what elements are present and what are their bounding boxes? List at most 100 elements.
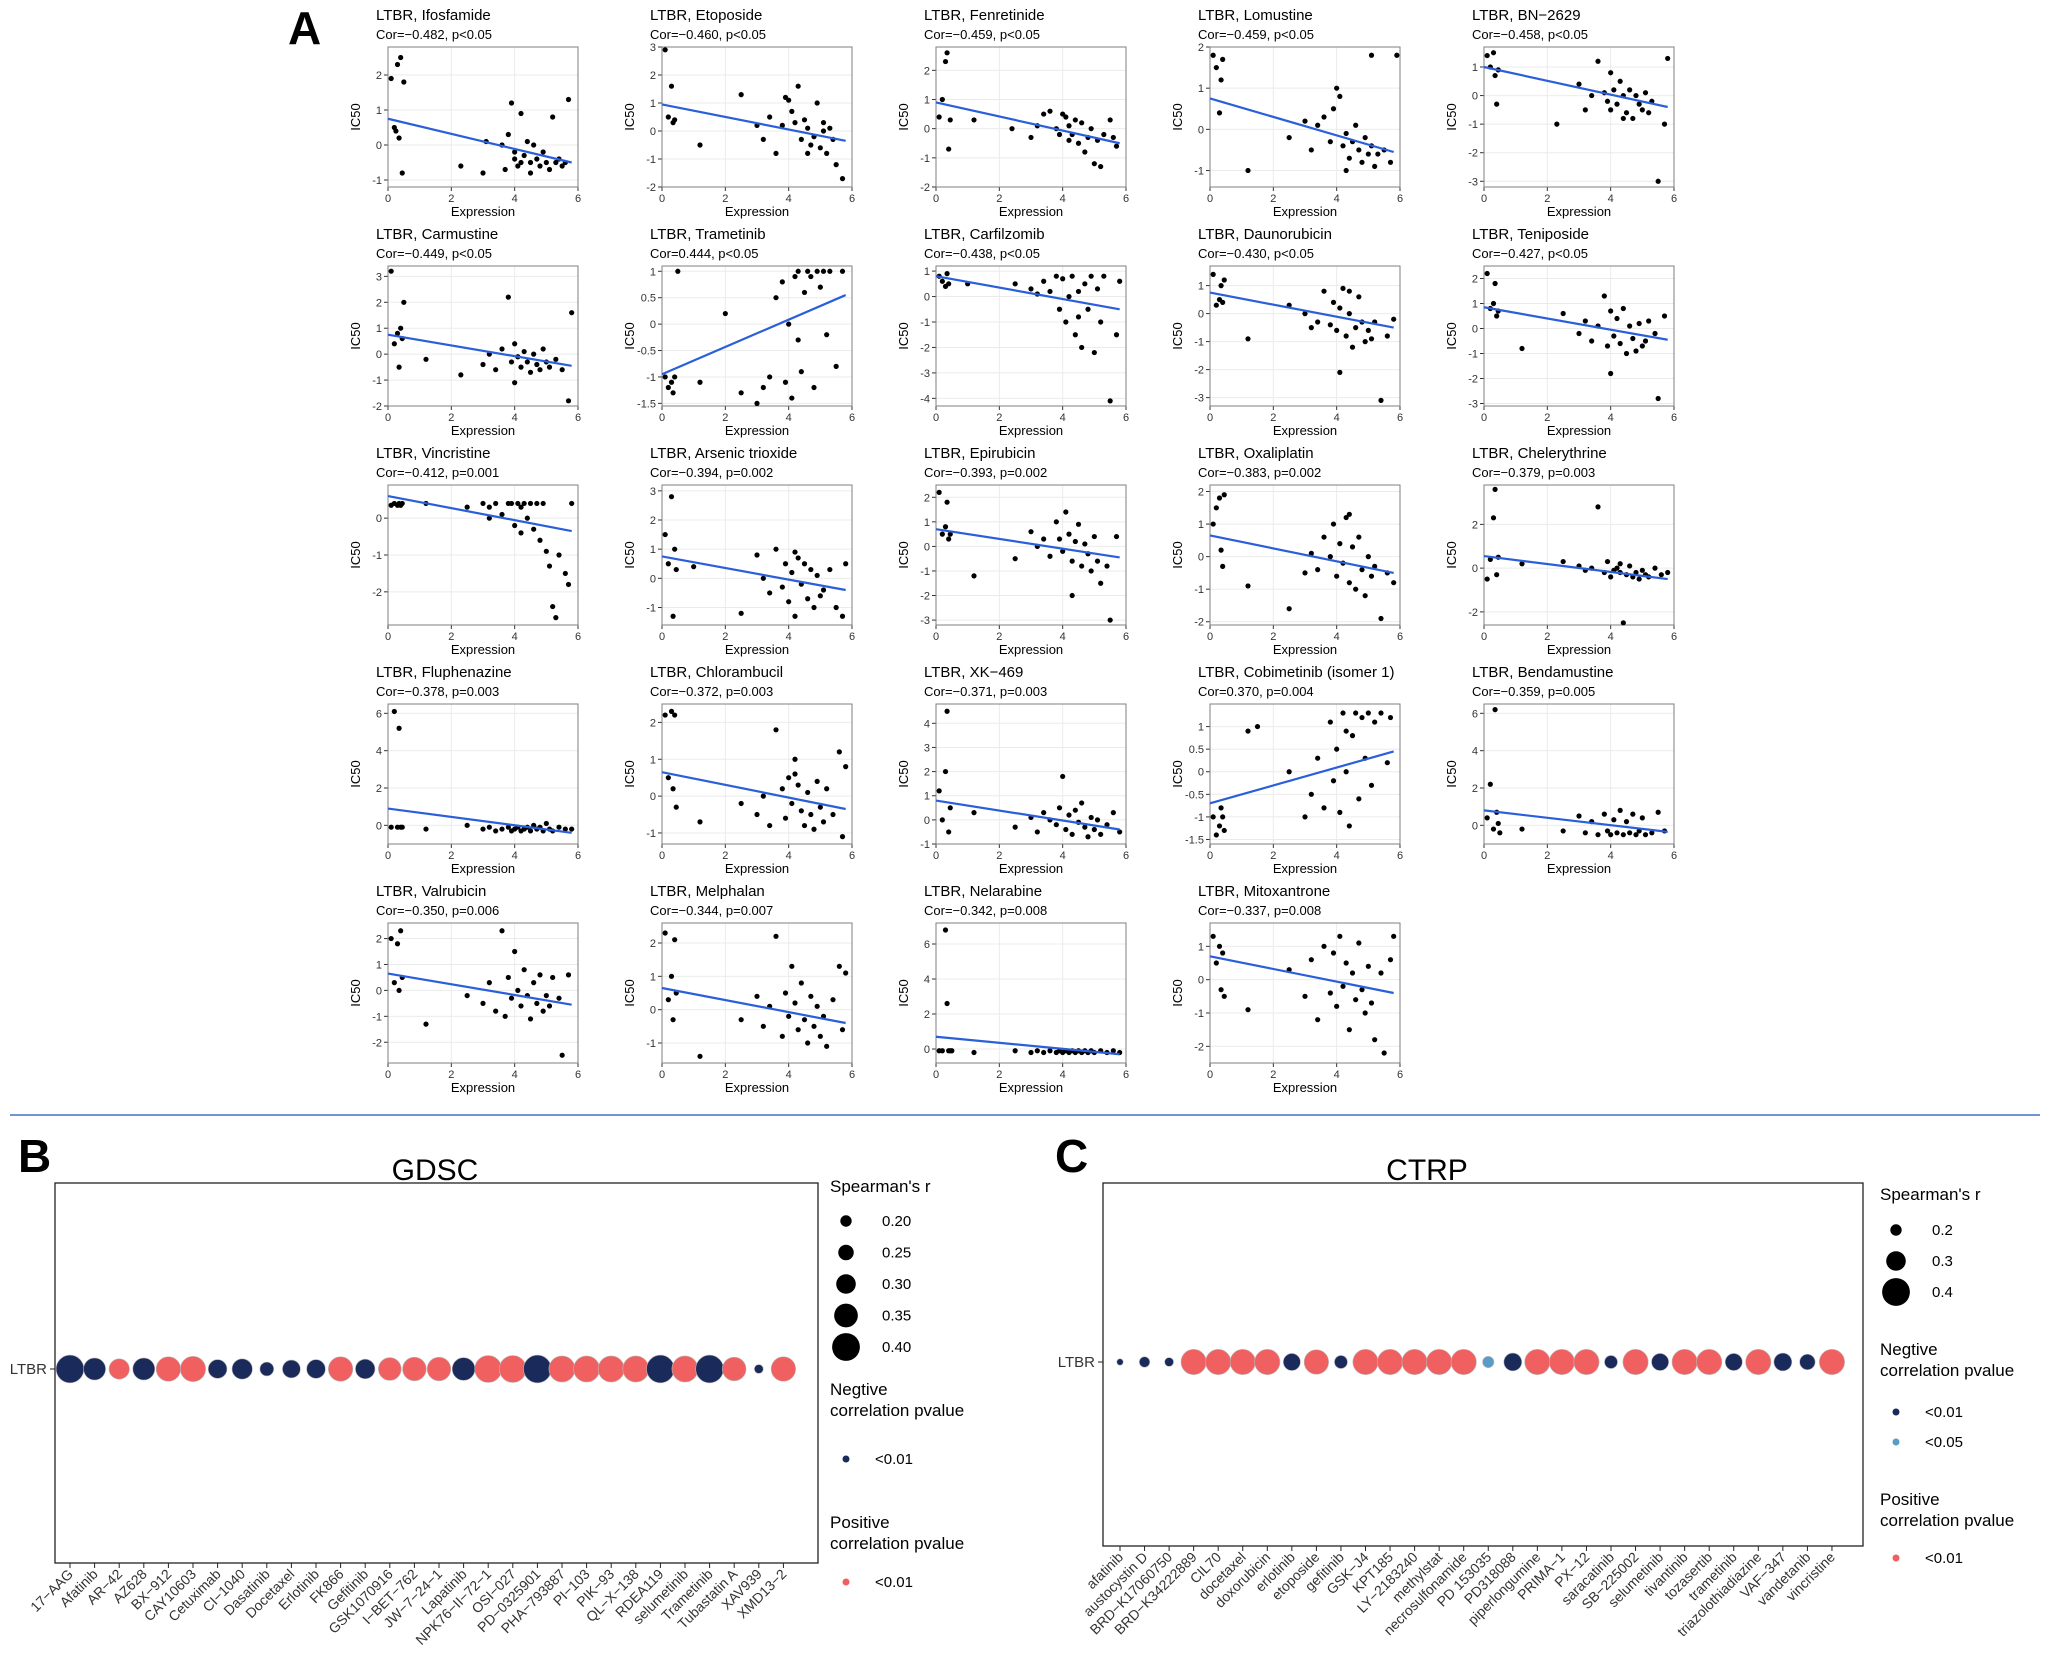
data-point <box>1066 137 1072 143</box>
y-tick-label: -1 <box>920 566 930 578</box>
bubble-chart: GDSCLTBR17−AAGAfatinibAR−42AZ628BX−912CA… <box>10 1154 964 1648</box>
data-point <box>1218 805 1224 811</box>
data-point <box>779 122 785 128</box>
scatter-panel: LTBR, Lomustine Cor=−0.459, p<0.05 0 2 4 6 -1 0… <box>1170 7 1403 219</box>
data-point <box>1041 536 1047 542</box>
data-point <box>944 1000 950 1007</box>
data-point <box>531 351 537 357</box>
y-axis-label: IC50 <box>896 541 911 568</box>
y-tick-label: -2 <box>372 401 382 413</box>
data-point <box>801 561 808 567</box>
data-point <box>1595 58 1601 64</box>
data-point <box>672 117 678 123</box>
data-point <box>393 128 399 134</box>
plot-frame <box>1209 484 1401 626</box>
data-point <box>1639 567 1645 573</box>
data-point <box>565 398 572 404</box>
x-tick-label: 0 <box>1207 631 1213 643</box>
x-tick-label: 2 <box>996 631 1002 643</box>
data-point <box>754 993 760 999</box>
data-point <box>1362 1010 1368 1016</box>
data-point <box>515 163 521 169</box>
data-point <box>936 114 942 120</box>
x-tick-label: 2 <box>722 1069 728 1081</box>
data-point <box>1378 615 1384 622</box>
data-point <box>789 569 795 576</box>
y-tick-label: 0 <box>1472 820 1478 832</box>
x-tick-label: 6 <box>1671 850 1677 862</box>
data-point <box>824 1043 830 1049</box>
scatter-panel: LTBR, Vincristine Cor=−0.412, p=0.001 0 2 4 6… <box>348 445 581 657</box>
data-point <box>534 361 540 368</box>
data-point <box>1213 832 1219 838</box>
data-point <box>1372 1037 1378 1043</box>
data-point <box>546 1003 553 1009</box>
data-point <box>817 804 823 810</box>
x-tick-label: 0 <box>1207 850 1213 862</box>
data-point <box>1604 343 1611 349</box>
bubble <box>180 1356 206 1382</box>
data-point <box>1082 149 1088 155</box>
data-point <box>839 834 846 840</box>
y-tick-label: 0 <box>376 513 382 525</box>
data-point <box>1614 830 1620 836</box>
data-point <box>1346 511 1352 517</box>
x-tick-label: 2 <box>1544 193 1550 205</box>
data-point <box>1060 773 1066 780</box>
y-tick-label: -2 <box>1194 617 1204 629</box>
data-point <box>1611 333 1617 339</box>
data-point <box>814 1003 820 1009</box>
y-tick-label: 2 <box>376 783 382 795</box>
data-point <box>531 980 537 986</box>
panel-title: LTBR, Lomustine <box>1198 7 1313 24</box>
x-tick-label: 0 <box>1481 193 1487 205</box>
data-point <box>760 136 766 142</box>
plot-area <box>388 47 578 187</box>
data-point <box>1356 147 1362 153</box>
legend-size-dot <box>840 1215 852 1227</box>
data-point <box>665 997 671 1003</box>
panel-subtitle: Cor=0.444, p<0.05 <box>650 246 758 261</box>
x-tick-label: 6 <box>1397 631 1403 643</box>
data-point <box>1302 570 1308 576</box>
data-point <box>1113 332 1120 338</box>
plot-frame <box>935 46 1127 188</box>
x-tick-label: 4 <box>786 193 792 205</box>
data-point <box>839 1027 846 1033</box>
data-point <box>817 1033 823 1039</box>
data-point <box>1101 131 1107 138</box>
plot-frame <box>935 703 1127 845</box>
bubble <box>1116 1358 1124 1366</box>
y-axis-label: IC50 <box>622 103 637 130</box>
data-point <box>789 963 795 969</box>
data-point <box>1327 322 1333 328</box>
x-tick-label: 0 <box>1481 850 1487 862</box>
data-point <box>1072 538 1078 545</box>
legend-pos-title: Positive <box>1880 1490 1940 1509</box>
data-point <box>668 379 675 385</box>
data-point <box>394 61 401 68</box>
data-point <box>458 372 464 378</box>
bubble <box>1334 1355 1348 1369</box>
data-point <box>1494 313 1500 319</box>
plot-area <box>662 47 852 187</box>
data-point <box>512 380 518 386</box>
bubble <box>1773 1352 1793 1372</box>
bubble <box>1426 1349 1453 1375</box>
bubble <box>259 1361 275 1377</box>
data-point <box>760 1023 766 1029</box>
data-point <box>543 820 549 827</box>
data-point <box>1218 987 1224 993</box>
data-point <box>697 819 703 825</box>
x-tick-label: 4 <box>1060 412 1066 424</box>
data-point <box>486 504 492 510</box>
data-point <box>396 135 402 141</box>
scatter-panel: LTBR, Carmustine Cor=−0.449, p<0.05 0 2 4 6 -2… <box>348 226 581 438</box>
bubble-panels: GDSCLTBR17−AAGAfatinibAR−42AZ628BX−912CA… <box>10 1154 2014 1648</box>
data-point <box>562 570 568 577</box>
data-point <box>760 793 766 799</box>
data-point <box>1334 85 1340 91</box>
data-point <box>508 100 515 106</box>
data-point <box>1349 970 1356 976</box>
data-point <box>1213 302 1219 308</box>
